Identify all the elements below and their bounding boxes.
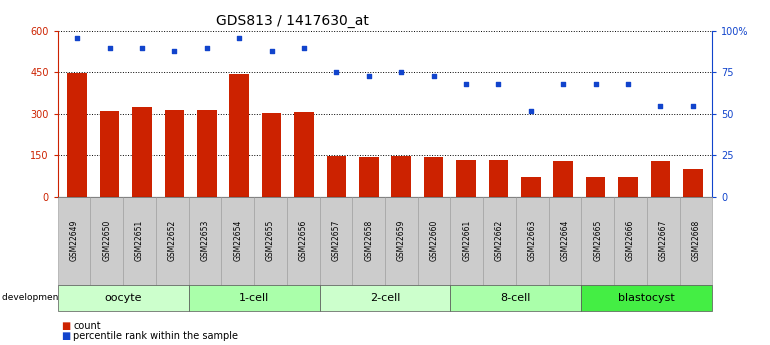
Point	[233, 35, 246, 40]
Point	[168, 48, 180, 54]
Bar	[68, 73, 87, 197]
Point	[201, 45, 213, 50]
Bar	[683, 169, 702, 197]
Point	[427, 73, 440, 79]
Text: GSM22657: GSM22657	[331, 220, 340, 261]
Bar	[294, 112, 313, 197]
Bar	[197, 110, 216, 197]
Bar	[586, 177, 605, 197]
Text: ■: ■	[62, 332, 71, 341]
Bar	[326, 156, 347, 197]
Bar	[424, 157, 444, 197]
Text: GSM22663: GSM22663	[527, 220, 537, 261]
Bar	[359, 157, 379, 197]
Point	[492, 81, 504, 87]
Point	[71, 35, 83, 40]
Text: GSM22664: GSM22664	[561, 220, 570, 261]
Text: 8-cell: 8-cell	[500, 293, 531, 303]
Point	[654, 103, 667, 108]
Bar	[618, 177, 638, 197]
Text: GSM22662: GSM22662	[495, 220, 504, 261]
Bar	[391, 156, 411, 197]
Point	[622, 81, 634, 87]
Text: oocyte: oocyte	[105, 293, 142, 303]
Point	[136, 45, 148, 50]
Text: GSM22652: GSM22652	[168, 220, 177, 261]
Text: GSM22653: GSM22653	[200, 220, 209, 261]
Text: GDS813 / 1417630_at: GDS813 / 1417630_at	[216, 14, 369, 28]
Text: GSM22668: GSM22668	[691, 220, 701, 261]
Text: GSM22656: GSM22656	[299, 220, 308, 261]
Text: 1-cell: 1-cell	[239, 293, 270, 303]
Bar	[651, 161, 670, 197]
Bar	[489, 160, 508, 197]
Text: GSM22651: GSM22651	[135, 220, 144, 261]
Bar	[262, 113, 281, 197]
Bar	[165, 110, 184, 197]
Point	[687, 103, 699, 108]
Point	[103, 45, 116, 50]
Text: GSM22667: GSM22667	[658, 220, 668, 261]
Point	[590, 81, 602, 87]
Point	[460, 81, 472, 87]
Text: GSM22666: GSM22666	[626, 220, 635, 261]
Bar	[554, 161, 573, 197]
Bar	[132, 107, 152, 197]
Text: GSM22665: GSM22665	[593, 220, 602, 261]
Bar	[457, 160, 476, 197]
Bar	[100, 111, 119, 197]
Point	[557, 81, 569, 87]
Text: GSM22661: GSM22661	[462, 220, 471, 261]
Text: ■: ■	[62, 321, 71, 331]
Point	[395, 70, 407, 75]
Text: 2-cell: 2-cell	[370, 293, 400, 303]
Text: development stage  ▶: development stage ▶	[2, 293, 102, 302]
Point	[524, 108, 537, 113]
Text: GSM22649: GSM22649	[69, 220, 79, 261]
Point	[330, 70, 343, 75]
Point	[363, 73, 375, 79]
Text: GSM22654: GSM22654	[233, 220, 243, 261]
Point	[298, 45, 310, 50]
Point	[266, 48, 278, 54]
Text: GSM22658: GSM22658	[364, 220, 373, 261]
Bar	[229, 75, 249, 197]
Bar	[521, 177, 541, 197]
Text: GSM22660: GSM22660	[430, 220, 439, 261]
Text: GSM22659: GSM22659	[397, 220, 406, 261]
Text: count: count	[73, 321, 101, 331]
Text: blastocyst: blastocyst	[618, 293, 675, 303]
Text: GSM22655: GSM22655	[266, 220, 275, 261]
Text: percentile rank within the sample: percentile rank within the sample	[73, 332, 238, 341]
Text: GSM22650: GSM22650	[102, 220, 112, 261]
